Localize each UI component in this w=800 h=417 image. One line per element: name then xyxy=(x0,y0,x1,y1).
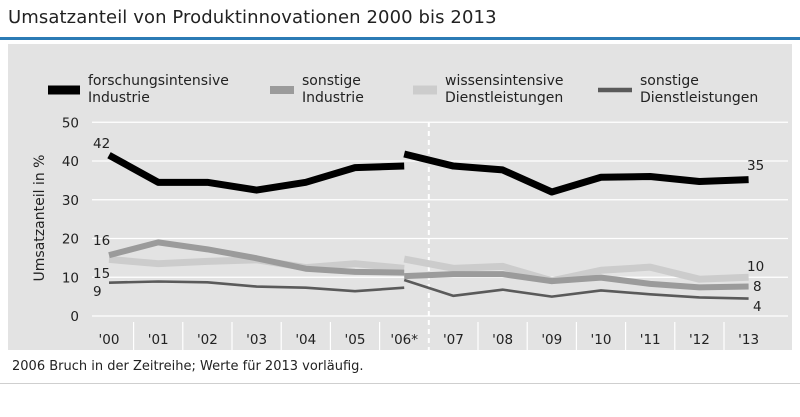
y-tick-label: 20 xyxy=(62,232,79,248)
footnote: 2006 Bruch in der Zeitreihe; Werte für 2… xyxy=(12,359,364,374)
x-tick-label: '05 xyxy=(345,332,366,348)
legend-label-sonstige_industrie-line2: Industrie xyxy=(302,90,364,106)
series-line-sonstige_industrie-2000-2006 xyxy=(108,239,405,276)
series-line-forschungsintensive-2006-2013 xyxy=(403,150,749,196)
x-tick-label: '06* xyxy=(390,332,418,348)
chart-panel xyxy=(8,44,792,350)
series-line-forschungsintensive-2000-2006 xyxy=(107,152,405,194)
y-tick-label: 10 xyxy=(62,270,79,286)
bottom-rule xyxy=(0,383,800,384)
x-tick-label: '12 xyxy=(689,332,710,348)
legend-label-wissensintensive-line2: Dienstleistungen xyxy=(445,90,563,106)
title-rule xyxy=(0,37,800,40)
series-line-sonstige_dienst-2000-2006 xyxy=(108,280,405,293)
x-tick-label: '00 xyxy=(99,332,120,348)
x-tick-label: '08 xyxy=(492,332,513,348)
data-label: 10 xyxy=(747,259,764,275)
y-tick-label: 0 xyxy=(70,309,79,325)
series-line-sonstige_industrie-2006-2013 xyxy=(404,271,749,291)
chart-title: Umsatzanteil von Produktinnovationen 200… xyxy=(8,7,497,28)
series-line-sonstige_dienst-2006-2013 xyxy=(403,278,749,300)
x-tick-label: '13 xyxy=(738,332,759,348)
x-tick-label: '04 xyxy=(295,332,316,348)
data-label: 15 xyxy=(93,266,110,282)
data-label: 9 xyxy=(93,284,102,300)
data-label: 4 xyxy=(753,299,762,315)
x-tick-label: '01 xyxy=(148,332,169,348)
legend-label-forschungsintensive-line2: Industrie xyxy=(88,90,150,106)
y-axis-label: Umsatzanteil in % xyxy=(32,155,48,282)
x-tick-label: '03 xyxy=(246,332,267,348)
data-label: 16 xyxy=(93,233,110,249)
x-tick-label: '07 xyxy=(443,332,464,348)
legend-label-sonstige_industrie: sonstige xyxy=(302,73,361,89)
x-tick-label: '09 xyxy=(541,332,562,348)
x-tick-label: '10 xyxy=(591,332,612,348)
legend-label-sonstige_dienst-line2: Dienstleistungen xyxy=(640,90,758,106)
data-label: 42 xyxy=(93,136,110,152)
data-label: 35 xyxy=(747,158,764,174)
y-tick-label: 40 xyxy=(62,154,79,170)
series-line-wissensintensive-2006-2013 xyxy=(403,255,749,285)
legend-label-wissensintensive: wissensintensive xyxy=(445,73,564,89)
y-tick-label: 50 xyxy=(62,115,79,131)
legend-label-forschungsintensive: forschungsintensive xyxy=(88,73,229,89)
data-label: 8 xyxy=(753,279,762,295)
x-tick-label: '02 xyxy=(197,332,218,348)
x-tick-label: '11 xyxy=(640,332,661,348)
legend-label-sonstige_dienst: sonstige xyxy=(640,73,699,89)
y-tick-label: 30 xyxy=(62,193,79,209)
